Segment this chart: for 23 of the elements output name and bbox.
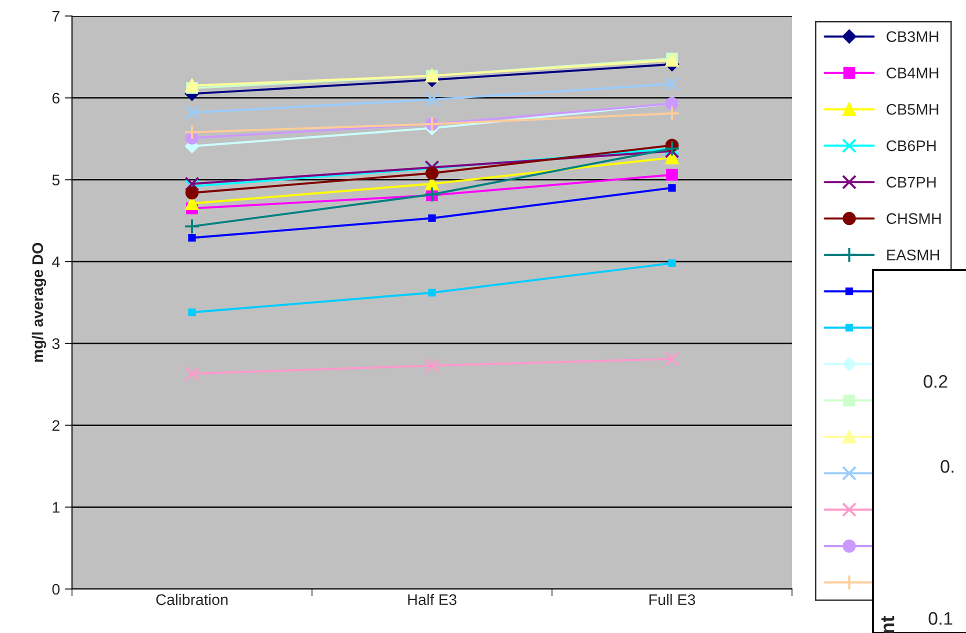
legend-label: EASMH — [887, 250, 939, 260]
text: 0. — [940, 460, 954, 473]
y-tick-label: 3 — [52, 338, 60, 350]
y-tick-label: 6 — [52, 92, 60, 104]
legend-label: CB4MH — [886, 68, 938, 78]
y-axis-title: mg/l average DO — [32, 242, 46, 362]
x-tick-label: Full E3 — [649, 594, 696, 606]
x-tick-label: Half E3 — [408, 594, 456, 606]
text: 0.2 — [924, 375, 948, 388]
y-tick-label: 1 — [52, 502, 60, 513]
y-tick-label: 5 — [52, 174, 60, 186]
legend-label: CB6PH — [886, 140, 936, 152]
text: nt — [881, 616, 894, 633]
x-tick-label: Calibration — [156, 594, 228, 606]
legend-label: CB3MH — [886, 31, 938, 42]
text: 0.1 — [928, 612, 952, 625]
y-tick-label: 4 — [52, 256, 60, 268]
y-tick-label: 2 — [52, 420, 60, 431]
legend-label: CB5MH — [886, 104, 938, 115]
legend-label: CHSMH — [886, 213, 941, 224]
y-tick-label: 7 — [52, 11, 60, 22]
y-tick-label: 0 — [52, 584, 60, 595]
legend-label: CB7PH — [886, 176, 936, 188]
